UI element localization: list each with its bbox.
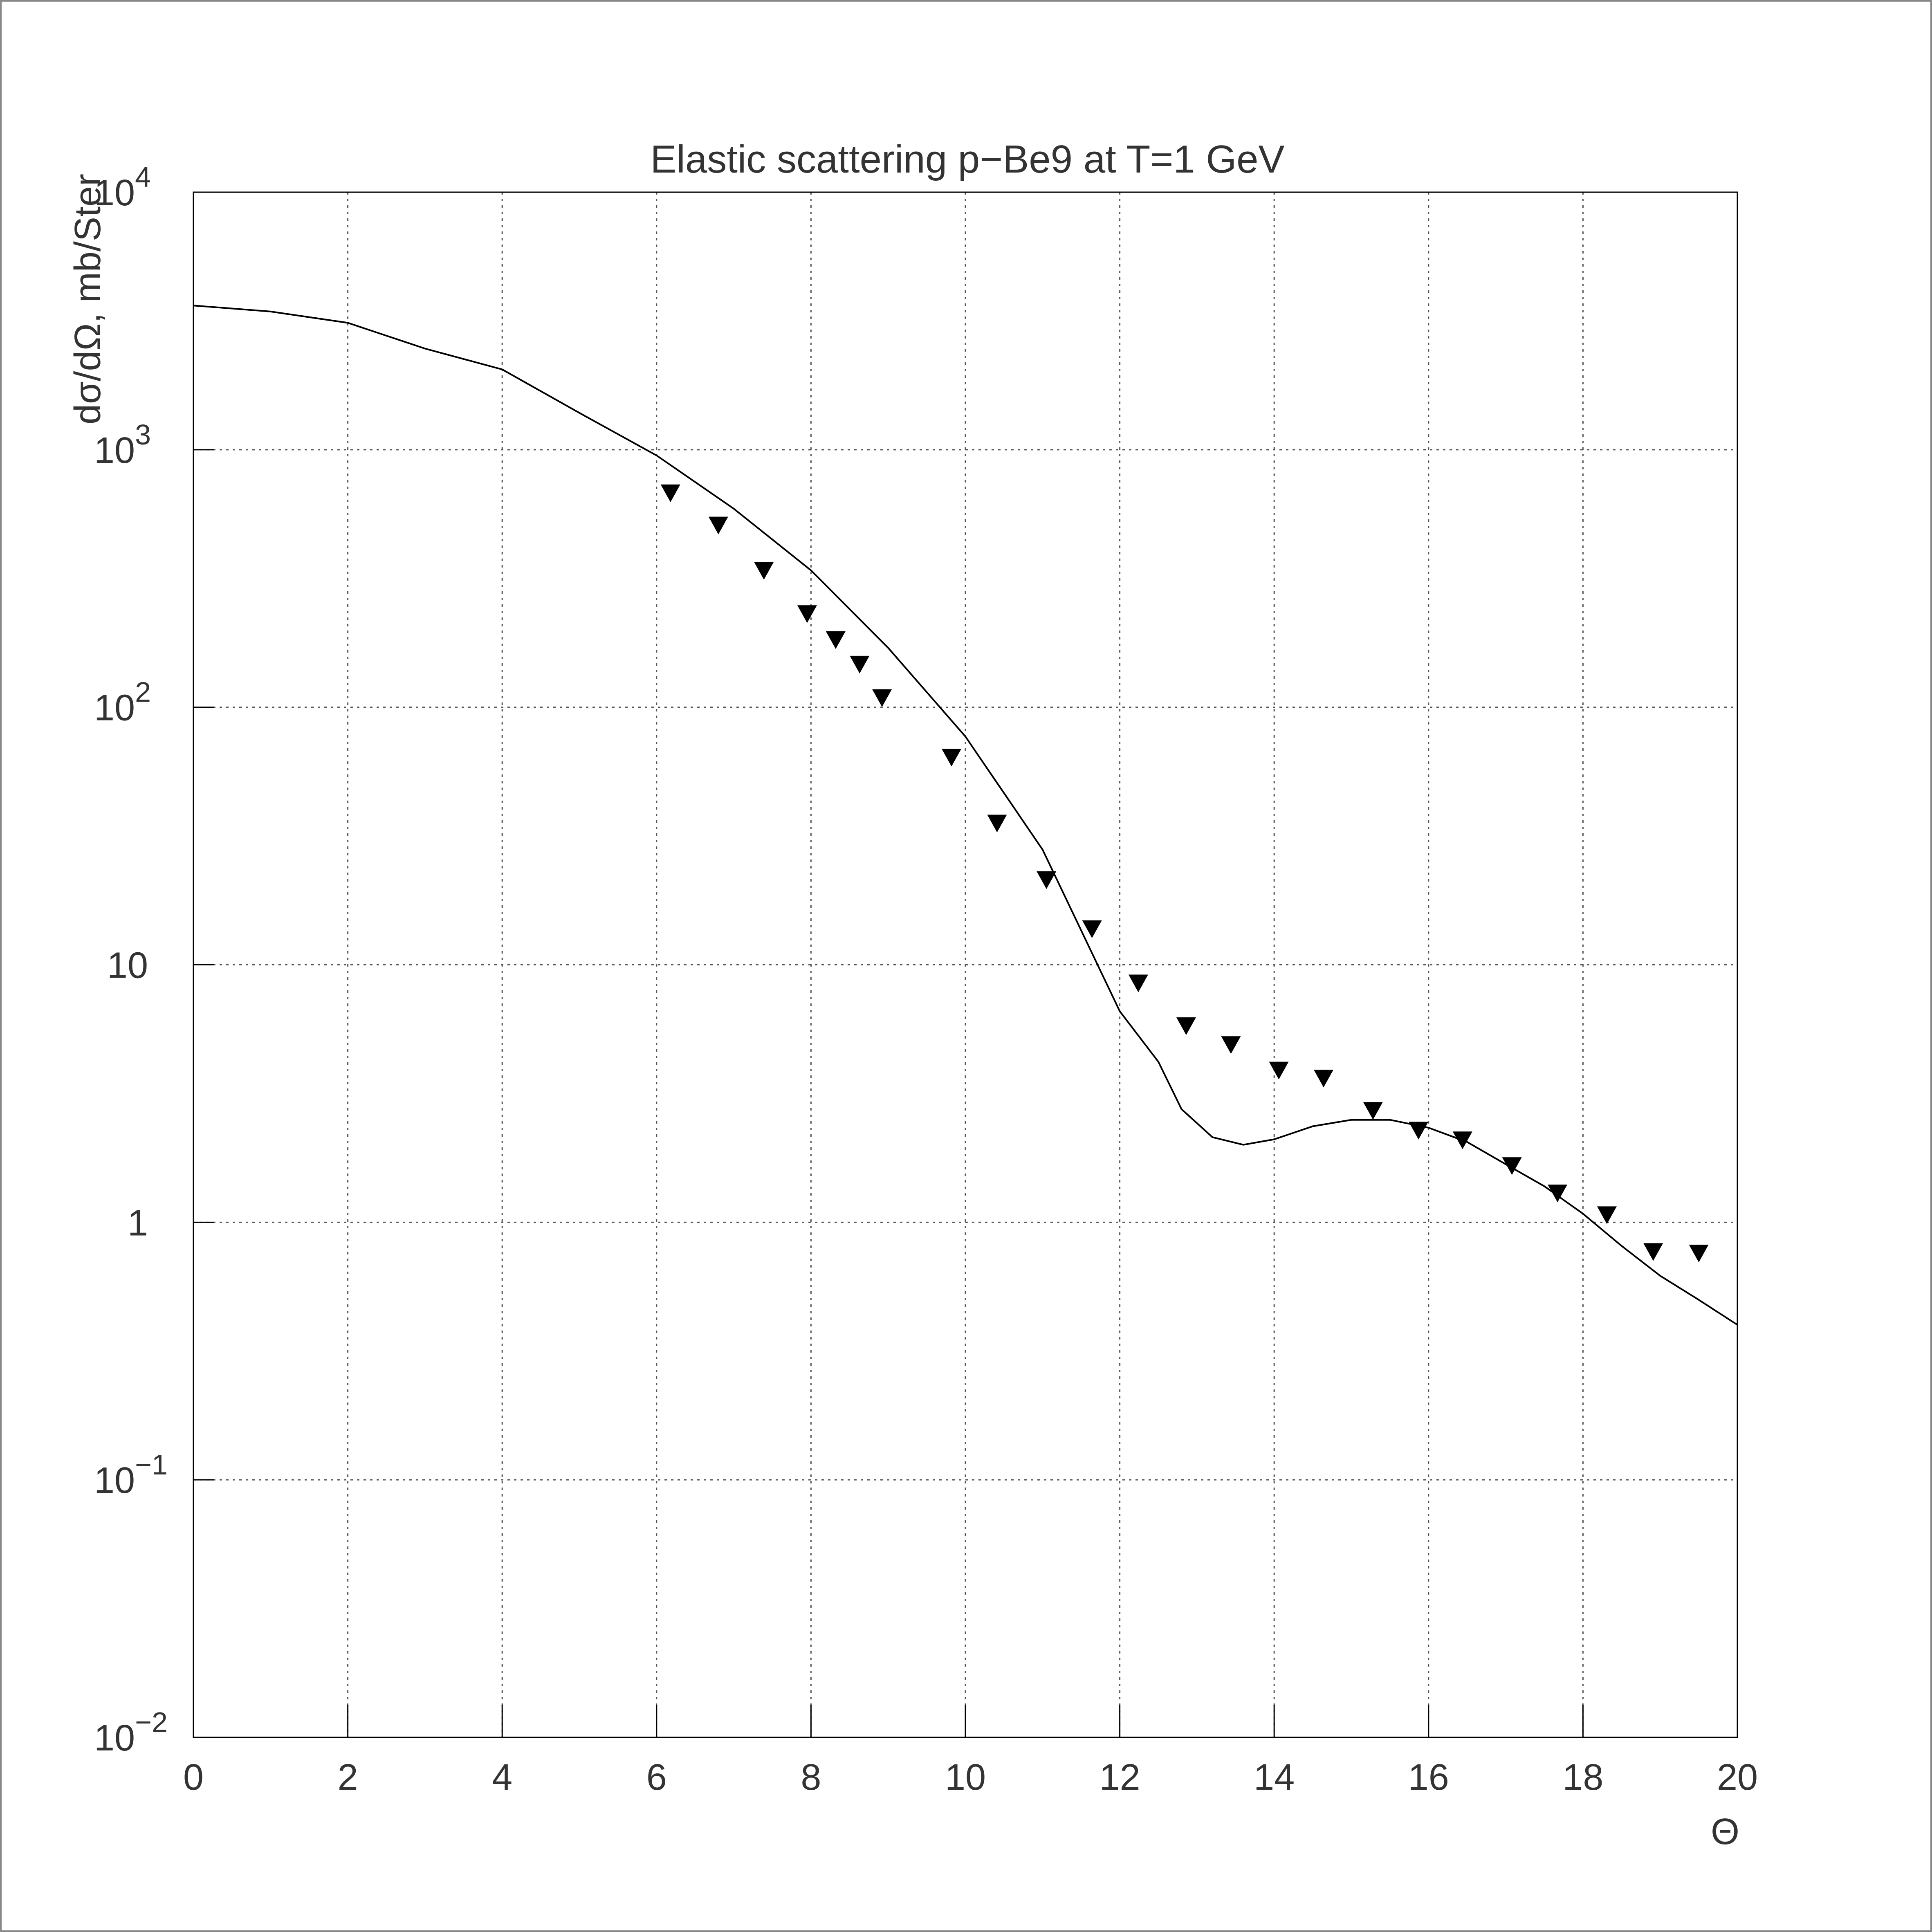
- x-tick-label: 12: [1100, 1757, 1140, 1798]
- y-axis-label: dσ/dΩ, mb/Ster: [67, 174, 108, 424]
- x-tick-label: 2: [338, 1757, 358, 1798]
- data-point: [1037, 871, 1057, 889]
- data-point: [1689, 1245, 1709, 1263]
- x-tick-label: 14: [1254, 1757, 1295, 1798]
- y-tick-label: 104: [94, 161, 151, 213]
- x-tick-label: 6: [646, 1757, 667, 1798]
- x-tick-label: 18: [1562, 1757, 1603, 1798]
- data-point: [1597, 1206, 1617, 1224]
- data-point: [1082, 920, 1102, 938]
- data-point: [1176, 1017, 1196, 1035]
- data-point: [1409, 1122, 1429, 1140]
- data-point: [1269, 1061, 1289, 1079]
- chart-title: Elastic scattering p−Be9 at T=1 GeV: [650, 137, 1284, 181]
- data-line: [193, 305, 1738, 1326]
- data-point: [942, 749, 962, 767]
- data-point: [1363, 1102, 1383, 1120]
- x-axis-label: Θ: [1711, 1811, 1739, 1852]
- data-point: [660, 484, 680, 503]
- data-point: [1128, 974, 1148, 992]
- x-tick-label: 10: [945, 1757, 986, 1798]
- data-point: [1643, 1243, 1663, 1261]
- data-point: [708, 516, 728, 534]
- data-point: [1502, 1157, 1522, 1175]
- y-tick-label: 10: [107, 945, 148, 986]
- data-point: [1314, 1070, 1334, 1088]
- data-point: [826, 631, 846, 649]
- x-tick-label: 8: [801, 1757, 821, 1798]
- y-tick-label: 102: [94, 676, 151, 729]
- y-tick-label: 103: [94, 419, 151, 471]
- x-tick-label: 16: [1408, 1757, 1449, 1798]
- data-point: [987, 815, 1007, 832]
- data-point: [754, 562, 774, 580]
- data-point: [850, 655, 870, 674]
- data-point: [872, 689, 892, 707]
- y-tick-label: 10−1: [94, 1449, 168, 1501]
- x-tick-label: 20: [1717, 1757, 1758, 1798]
- data-point: [1221, 1036, 1241, 1054]
- data-point: [797, 605, 817, 623]
- x-tick-label: 0: [183, 1757, 204, 1798]
- x-tick-label: 4: [492, 1757, 512, 1798]
- plot-frame: [193, 191, 1738, 1738]
- data-point: [1548, 1185, 1568, 1203]
- y-tick-label: 1: [128, 1203, 148, 1243]
- data-point: [1452, 1131, 1472, 1149]
- y-tick-label: 10−2: [94, 1706, 168, 1759]
